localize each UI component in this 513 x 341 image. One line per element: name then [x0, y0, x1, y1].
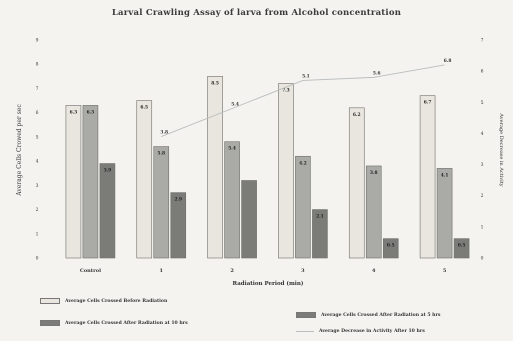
y2-axis-label: Average Decrease in Activity	[498, 112, 504, 186]
legend-label-after-10h: Average Cells Crossed After Radiation at…	[65, 320, 188, 326]
bar	[278, 83, 294, 259]
legend-label-after-5h: Average Cells Crossed After Radiation at…	[321, 312, 441, 318]
bar	[153, 146, 170, 259]
bar	[82, 105, 99, 259]
bar	[224, 141, 240, 259]
chart-title: Larval Crawling Assay of larva from Alco…	[111, 8, 402, 18]
bar	[312, 209, 328, 259]
y-tick-label: 3	[36, 183, 39, 189]
bar-data-label: 5.8	[157, 152, 165, 157]
line-data-label: 6.8	[444, 59, 452, 64]
bar	[170, 192, 187, 259]
legend-swatch-after-10h	[40, 320, 60, 326]
bar-data-label: 4.2	[299, 161, 307, 166]
y-tick-label: 7	[36, 86, 39, 92]
bar-data-label: 3.9	[104, 169, 112, 174]
legend-swatch-before	[40, 298, 60, 304]
y2-tick-label: 1	[481, 224, 484, 230]
x-tick-label: 3	[301, 268, 305, 274]
line-data-label: 5.6	[373, 71, 381, 76]
bar	[136, 100, 153, 259]
bar	[453, 238, 470, 259]
bar	[419, 95, 436, 259]
y2-tick-label: 3	[481, 162, 484, 168]
y-tick-label: 9	[36, 38, 39, 44]
line-data-label: 5.4	[231, 103, 239, 108]
y-axis-label: Average Cells Crowed per sec	[16, 104, 23, 197]
bar-data-label: 6.3	[70, 110, 78, 115]
y-tick-label: 4	[36, 159, 39, 165]
bar	[365, 165, 382, 259]
y2-tick-label: 7	[481, 38, 484, 44]
x-tick-label: 5	[443, 268, 447, 274]
bar-data-label: 6.2	[353, 113, 361, 118]
bar-data-label: 0.5	[387, 244, 395, 249]
y2-tick-label: 4	[481, 131, 484, 137]
trend-line	[161, 64, 445, 137]
bar-data-label: 6.7	[424, 101, 432, 106]
bar-data-label: 2.1	[316, 215, 324, 220]
legend-item-after-10h: Average Cells Crossed After Radiation at…	[40, 320, 188, 326]
y2-tick-label: 2	[481, 193, 484, 199]
bar	[207, 76, 223, 259]
legend-swatch-decrease	[296, 331, 314, 332]
bar-data-label: 8.5	[211, 81, 219, 86]
legend-label-before: Average Cells Crossed Before Radiation	[65, 298, 168, 304]
y-tick-label: 8	[36, 62, 39, 68]
y-tick-label: 6	[36, 110, 39, 116]
x-tick-label: 1	[160, 268, 163, 274]
x-tick-label: 4	[372, 268, 376, 274]
y2-tick-label: 5	[481, 100, 484, 106]
legend-item-decrease: Average Decrease in Activity After 10 hr…	[296, 329, 425, 334]
bar-data-label: 6.5	[140, 106, 148, 111]
bar	[436, 168, 453, 259]
bar-data-label: 6.3	[87, 110, 95, 115]
x-tick-label: Control	[80, 268, 101, 274]
bar	[99, 163, 116, 259]
bar-data-label: 2.9	[174, 198, 182, 203]
bar-data-label: 5.4	[228, 147, 236, 152]
line-data-label: 3.8	[160, 131, 168, 136]
line-data-label: 5.1	[302, 74, 310, 79]
bar	[241, 180, 257, 259]
bar-data-label: 4.1	[441, 173, 449, 178]
y-tick-label: 2	[36, 207, 39, 213]
y-tick-label: 0	[36, 256, 39, 262]
bar	[65, 105, 82, 259]
y2-tick-label: 0	[481, 256, 484, 262]
legend-swatch-after-5h	[296, 312, 316, 318]
y-tick-label: 5	[36, 134, 39, 140]
legend-label-decrease: Average Decrease in Activity After 10 hr…	[319, 329, 425, 334]
bar	[348, 107, 365, 259]
bar-data-label: 7.3	[282, 89, 290, 94]
bar-data-label: 0.5	[458, 244, 466, 249]
y2-tick-label: 6	[481, 69, 484, 75]
bar	[382, 238, 399, 259]
bar-data-label: 3.8	[370, 171, 378, 176]
x-tick-label: 2	[230, 268, 234, 274]
x-axis-label: Radiation Period (min)	[233, 280, 304, 287]
legend-item-after-5h: Average Cells Crossed After Radiation at…	[296, 312, 440, 318]
legend-item-before: Average Cells Crossed Before Radiation	[40, 298, 167, 304]
bar	[295, 155, 311, 259]
y-tick-label: 1	[36, 231, 39, 237]
